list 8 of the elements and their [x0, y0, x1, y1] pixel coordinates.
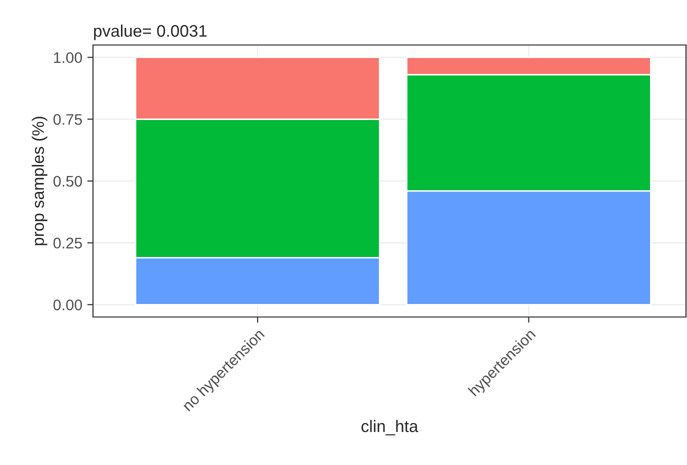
y-tick-label: 1.00 — [54, 52, 82, 64]
y-axis-title: prop samples (%) — [32, 116, 48, 246]
y-tick-label: 0.50 — [53, 176, 82, 187]
y-tick-label: 0.25 — [53, 238, 82, 249]
y-tick-label: 0.00 — [53, 300, 82, 310]
chart-title: pvalue= 0.0031 — [94, 24, 207, 40]
x-axis-title: clin_hta — [361, 420, 418, 436]
y-tick-label: 0.75 — [53, 114, 82, 125]
